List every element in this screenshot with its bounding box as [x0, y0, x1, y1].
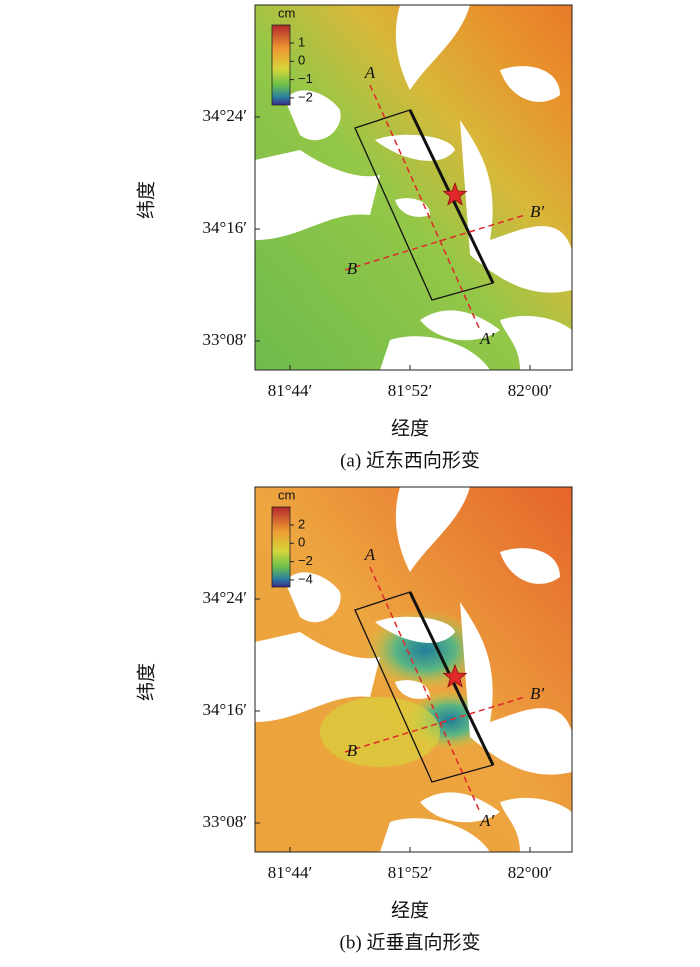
no-data-area — [395, 5, 470, 90]
panel: cm1 0 −1 −2 A A′ B B′ 34°24′ 34°16′ 33°08′ 81°44′ 81… — [135, 4, 573, 471]
x-tick-label: 81°52′ — [388, 381, 433, 400]
profile-label: B′ — [530, 202, 544, 221]
colorbar-tick-label: −2 — [298, 89, 313, 104]
x-tick-label: 81°44′ — [268, 381, 313, 400]
colorbar-tick-label: −4 — [298, 571, 313, 586]
no-data-area — [395, 680, 430, 699]
x-tick-label: 82°00′ — [508, 863, 553, 882]
profile-label: B′ — [530, 684, 544, 703]
x-tick-label: 82°00′ — [508, 381, 553, 400]
profile-label: A′ — [479, 329, 494, 348]
colorbar-tick-label: −2 — [298, 553, 313, 568]
colorbar — [271, 506, 291, 588]
y-tick-label: 34°16′ — [202, 700, 247, 719]
y-axis-label: 纬度 — [135, 181, 157, 219]
panel: cm2 0 −2 −4 A A′ B B′ 34°24′ 34°16′ 33°08′ 81°44′ 81… — [135, 486, 573, 953]
y-tick-label: 33°08′ — [202, 812, 247, 831]
no-data-area — [255, 632, 380, 722]
no-data-area — [380, 336, 490, 370]
no-data-area — [420, 792, 500, 823]
no-data-area — [500, 66, 560, 102]
y-tick-label: 33°08′ — [202, 330, 247, 349]
profile-line — [344, 696, 526, 753]
no-data-area — [420, 310, 500, 341]
map — [255, 487, 572, 852]
colorbar-tick-label: 0 — [298, 53, 305, 68]
no-data-area — [500, 315, 572, 370]
profile-label: A — [364, 545, 376, 564]
no-data-area — [285, 90, 341, 141]
no-data-area — [380, 818, 490, 852]
map-frame — [254, 486, 573, 853]
x-axis-label: 经度 — [391, 417, 429, 439]
no-data-area — [395, 198, 430, 217]
x-tick-label: 81°52′ — [388, 863, 433, 882]
x-axis-label: 经度 — [391, 899, 429, 921]
profile-line — [369, 566, 481, 813]
profile-line — [369, 84, 481, 331]
caption: (b) 近垂直向形变 — [340, 931, 481, 953]
colorbar-tick-label: 1 — [298, 34, 305, 49]
epicenter — [442, 663, 468, 688]
y-axis-label: 纬度 — [135, 663, 157, 701]
epicenter — [442, 181, 468, 206]
no-data-area — [395, 487, 470, 572]
colorbar-tick-label: −1 — [298, 71, 313, 86]
no-data-area — [500, 797, 572, 852]
y-tick-label: 34°24′ — [202, 106, 247, 125]
caption: (a) 近东西向形变 — [340, 449, 480, 471]
profile-label: A — [364, 63, 376, 82]
no-data-area — [500, 548, 560, 584]
x-tick-label: 81°44′ — [268, 863, 313, 882]
subsidence-zone — [320, 697, 440, 767]
profile-label: B — [347, 259, 358, 278]
profile-line — [344, 214, 526, 271]
profile-label: A′ — [479, 811, 494, 830]
colorbar — [271, 24, 291, 106]
no-data-area — [285, 572, 341, 623]
no-data-area — [255, 150, 380, 240]
y-tick-label: 34°24′ — [202, 588, 247, 607]
no-data-area — [460, 602, 572, 775]
y-tick-label: 34°16′ — [202, 218, 247, 237]
colorbar-unit: cm — [278, 487, 295, 502]
colorbar-tick-label: 0 — [298, 535, 305, 550]
colorbar-unit: cm — [278, 5, 295, 20]
map-frame — [254, 4, 573, 371]
colorbar-tick-label: 2 — [298, 516, 305, 531]
profile-label: B — [347, 741, 358, 760]
no-data-area — [460, 120, 572, 293]
